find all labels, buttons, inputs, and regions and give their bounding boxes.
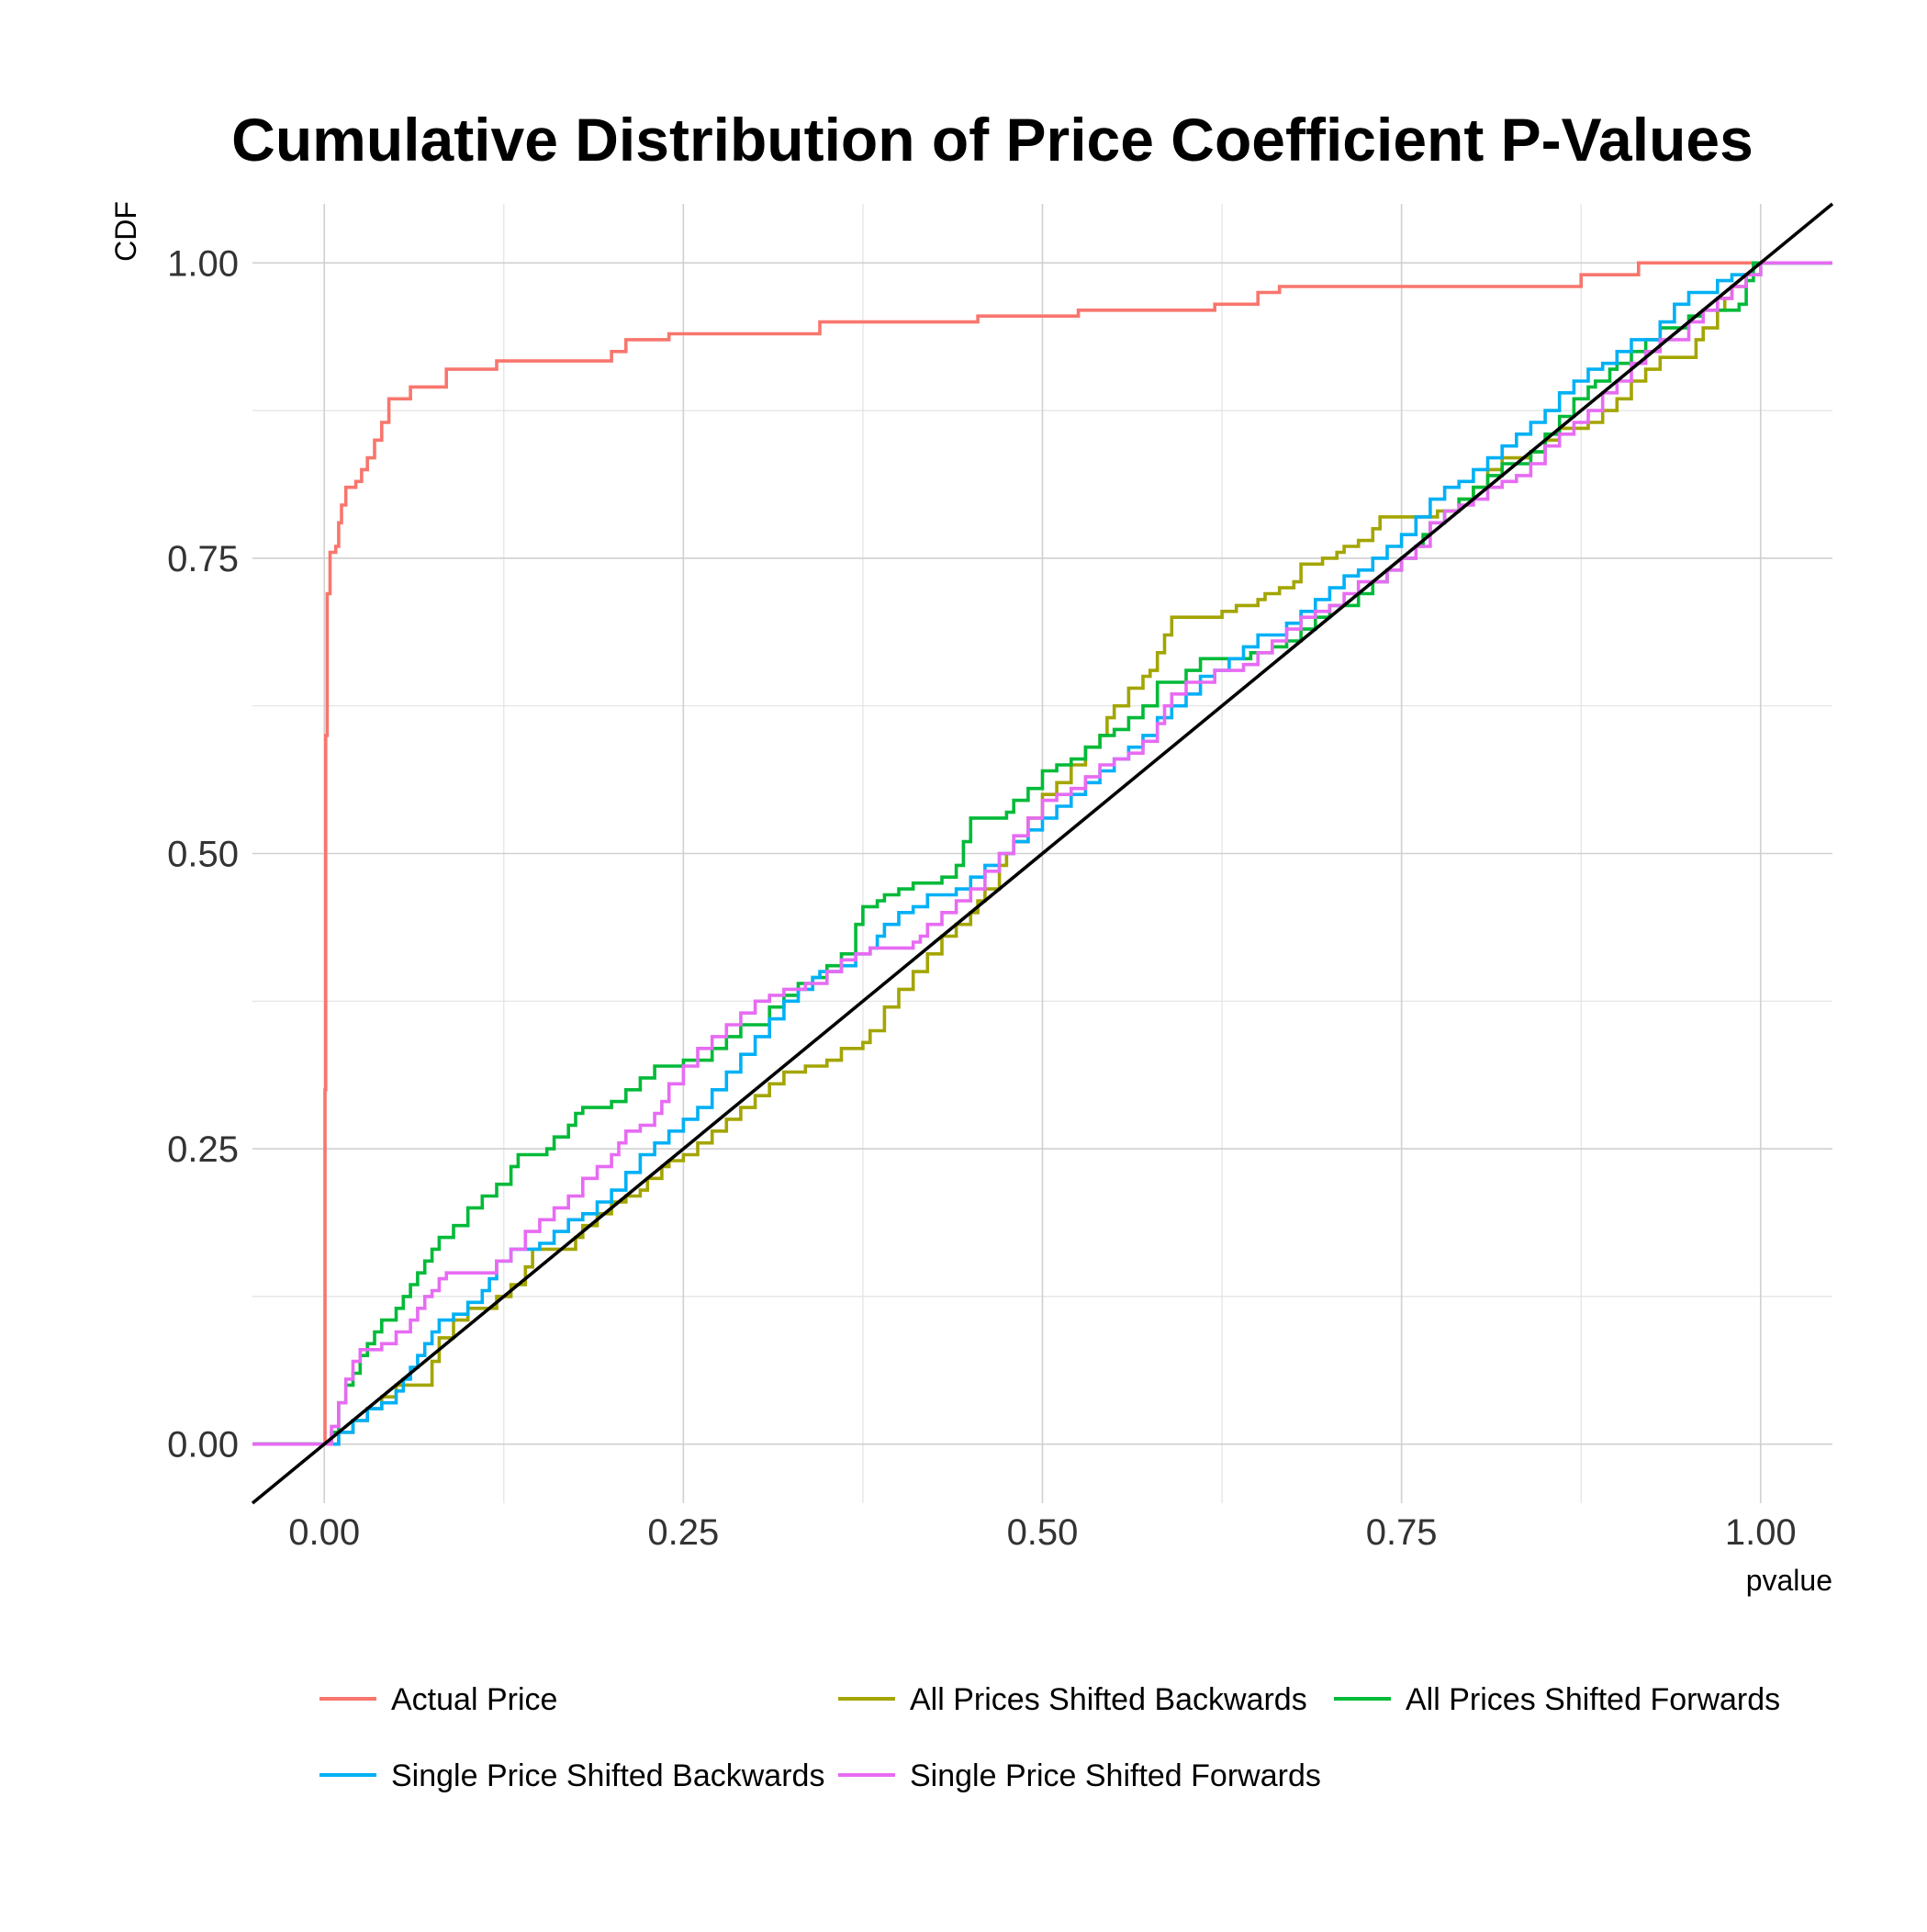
tick-labels: 0.00 0.25 0.50 0.75 1.00 0.00 0.25 0.50 0.75 1.00 (167, 243, 1797, 1553)
series-line-all-prices-shifted-forwards (252, 261, 1832, 1446)
x-tick-label: 0.00 (288, 1512, 360, 1553)
series-line-actual-price (252, 261, 1832, 1446)
legend-label-actual-price: Actual Price (391, 1682, 557, 1717)
x-tick-label: 0.50 (1007, 1512, 1079, 1553)
y-tick-label: 0.50 (167, 835, 239, 875)
y-tick-label: 1.00 (167, 243, 239, 284)
series-line-single-price-shifted-forwards (252, 261, 1832, 1446)
x-tick-label: 0.25 (647, 1512, 719, 1553)
legend: Actual Price All Prices Shifted Backwards… (319, 1682, 1780, 1793)
y-axis-title: CDF (109, 201, 142, 262)
legend-label-all-prices-shifted-forwards: All Prices Shifted Forwards (1406, 1682, 1780, 1717)
reference-diagonal-line (251, 202, 1834, 1505)
grid (252, 204, 1832, 1503)
series-layer (252, 261, 1832, 1446)
y-tick-label: 0.00 (167, 1425, 239, 1466)
y-tick-label: 0.75 (167, 539, 239, 579)
chart-title: Cumulative Distribution of Price Coeffic… (231, 106, 1753, 174)
reference-layer (251, 202, 1834, 1505)
legend-label-single-price-shifted-forwards: Single Price Shifted Forwards (910, 1758, 1321, 1793)
y-tick-label: 0.25 (167, 1129, 239, 1170)
x-tick-label: 0.75 (1366, 1512, 1438, 1553)
x-tick-label: 1.00 (1725, 1512, 1797, 1553)
x-axis-title: pvalue (1746, 1564, 1832, 1597)
legend-label-single-price-shifted-backwards: Single Price Shifted Backwards (391, 1758, 824, 1793)
legend-label-all-prices-shifted-backwards: All Prices Shifted Backwards (910, 1682, 1307, 1717)
